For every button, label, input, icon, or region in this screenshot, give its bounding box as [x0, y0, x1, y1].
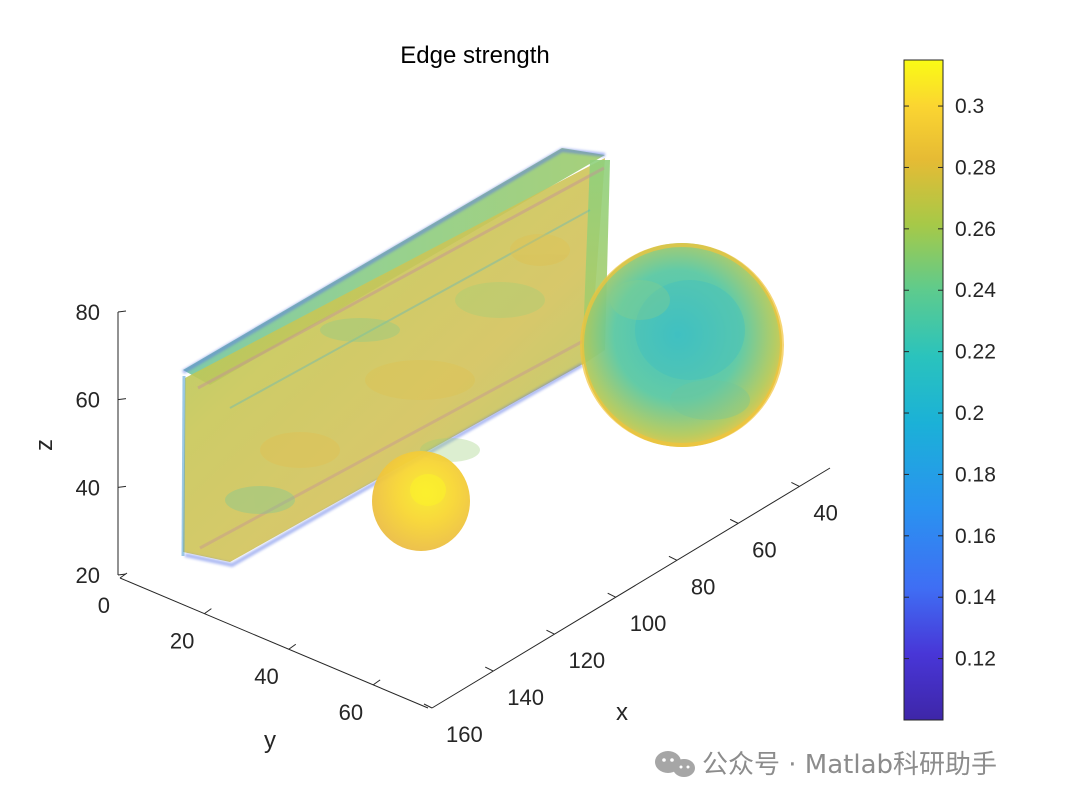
- colorbar-tick-label: 0.24: [955, 279, 996, 302]
- z-tick: [117, 398, 127, 401]
- x-tick-label: 100: [630, 611, 667, 636]
- colorbar-frame: [903, 59, 944, 721]
- y-tick-label: 60: [339, 700, 363, 725]
- y-tick-label: 40: [254, 664, 278, 689]
- y-tick: [288, 643, 297, 650]
- colorbar-tick-label: 0.3: [955, 95, 984, 118]
- colorbar-tick-label: 0.16: [955, 525, 996, 548]
- colorbar-ticks: 0.12 0.14 0.16 0.18 0.2 0.22 0.24 0.26 0.28 0.3: [904, 95, 996, 671]
- y-tick: [372, 679, 381, 686]
- y-tick: [119, 572, 128, 579]
- x-tick-label: 120: [568, 648, 605, 673]
- colorbar-tick-label: 0.28: [955, 156, 996, 179]
- x-tick-label: 60: [752, 537, 776, 562]
- z-tick: [117, 485, 127, 488]
- y-axis-line: [119, 577, 429, 709]
- watermark-text: 公众号 · Matlab科研助手: [702, 750, 997, 780]
- slab-ridge-upper: [197, 166, 605, 390]
- y-tick-label: 20: [170, 629, 194, 654]
- y-tick-label: 0: [98, 593, 110, 618]
- colorbar-tick-label: 0.18: [955, 463, 996, 486]
- wechat-icon: [655, 751, 695, 777]
- slab-top-edge: [181, 147, 606, 374]
- x-tick-label: 140: [507, 685, 544, 710]
- isosurface-objects: [181, 147, 784, 568]
- x-tick: [485, 666, 494, 672]
- small-sphere-object: [372, 451, 470, 551]
- watermark: 公众号 · Matlab科研助手: [655, 750, 997, 780]
- x-tick-label: 80: [691, 574, 715, 599]
- x-tick: [607, 592, 616, 598]
- colorbar-gradient: [904, 60, 943, 720]
- x-tick: [668, 555, 678, 561]
- y-tick: [204, 608, 212, 615]
- slab-front-face: [183, 158, 605, 562]
- colorbar-tick-label: 0.26: [955, 218, 996, 241]
- chart-title: Edge strength: [400, 42, 549, 69]
- z-tick-label: 20: [76, 563, 100, 588]
- colorbar-tick-label: 0.14: [955, 586, 996, 609]
- z-tick-label: 60: [76, 388, 100, 413]
- x-tick: [423, 703, 433, 709]
- axes-3d: 20 40 60 80 z 0 20 40 60 y 40 60 80 100 120 140 160 x: [31, 300, 838, 754]
- colorbar-tick-label: 0.2: [955, 402, 984, 425]
- colorbar-tick-label: 0.12: [955, 648, 996, 671]
- x-tick-label: 160: [446, 722, 483, 747]
- z-tick: [117, 310, 127, 313]
- x-axis-label: x: [616, 699, 628, 726]
- x-tick: [729, 518, 739, 524]
- slab-bottom-edge: [184, 363, 583, 568]
- x-tick: [791, 482, 800, 487]
- colorbar: 0.12 0.14 0.16 0.18 0.2 0.22 0.24 0.26 0.28 0.3: [903, 59, 996, 721]
- x-tick: [546, 629, 555, 635]
- z-axis-label: z: [31, 439, 58, 451]
- large-sphere-object: [580, 243, 784, 447]
- slab-ridge-mid: [229, 209, 591, 409]
- z-tick-label: 80: [76, 300, 100, 325]
- z-tick-label: 40: [76, 475, 100, 500]
- colorbar-tick-label: 0.22: [955, 341, 996, 364]
- slab-left-edge: [181, 375, 186, 557]
- slab-ridge-lower: [199, 338, 586, 550]
- y-axis-label: y: [264, 727, 276, 754]
- x-tick-label: 40: [813, 500, 837, 525]
- x-axis-line: [431, 467, 831, 709]
